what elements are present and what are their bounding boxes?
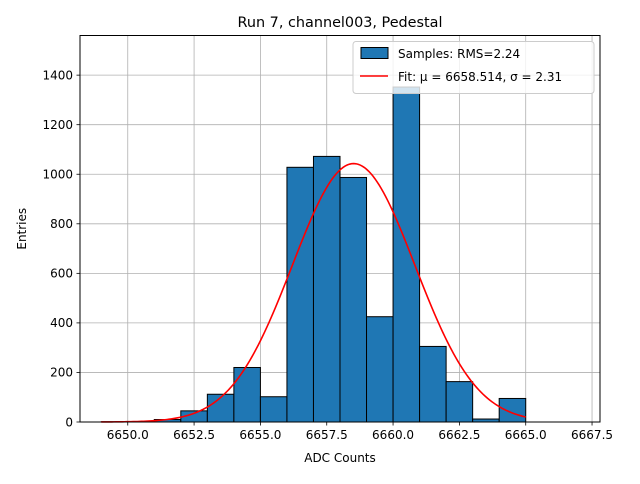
- x-tick-label: 6652.5: [173, 428, 215, 442]
- x-tick-label: 6657.5: [306, 428, 348, 442]
- y-tick-label: 1400: [42, 68, 73, 82]
- y-tick-label: 1000: [42, 168, 73, 182]
- x-tick-label: 6660.0: [372, 428, 414, 442]
- legend: Samples: RMS=2.24 Fit: μ = 6658.514, σ =…: [353, 42, 594, 94]
- y-tick-label: 0: [65, 415, 73, 429]
- histogram-bar: [313, 156, 340, 422]
- histogram-bar: [499, 398, 526, 422]
- y-tick-label: 800: [50, 217, 73, 231]
- histogram-bar: [446, 382, 473, 422]
- y-tick-label: 1200: [42, 118, 73, 132]
- histogram-bar: [260, 397, 287, 422]
- histogram-bar: [340, 177, 367, 422]
- histogram-bar: [367, 317, 394, 422]
- x-tick-label: 6650.0: [107, 428, 149, 442]
- x-tick-label: 6662.5: [438, 428, 480, 442]
- legend-histogram-swatch: [361, 48, 388, 59]
- legend-fit-label: Fit: μ = 6658.514, σ = 2.31: [398, 70, 562, 84]
- legend-histogram-label: Samples: RMS=2.24: [398, 47, 520, 61]
- histogram-bar: [393, 87, 420, 422]
- histogram-bar: [420, 346, 447, 422]
- x-tick-label: 6665.0: [505, 428, 547, 442]
- y-axis-label: Entries: [15, 208, 29, 250]
- chart-title: Run 7, channel003, Pedestal: [238, 15, 443, 31]
- histogram-bar: [287, 167, 314, 422]
- x-tick-label: 6655.0: [239, 428, 281, 442]
- x-tick-label: 6667.5: [571, 428, 613, 442]
- histogram-bar: [234, 367, 261, 422]
- y-tick-label: 600: [50, 267, 73, 281]
- y-tick-label: 400: [50, 316, 73, 330]
- y-tick-label: 200: [50, 366, 73, 380]
- x-axis-label: ADC Counts: [304, 451, 376, 465]
